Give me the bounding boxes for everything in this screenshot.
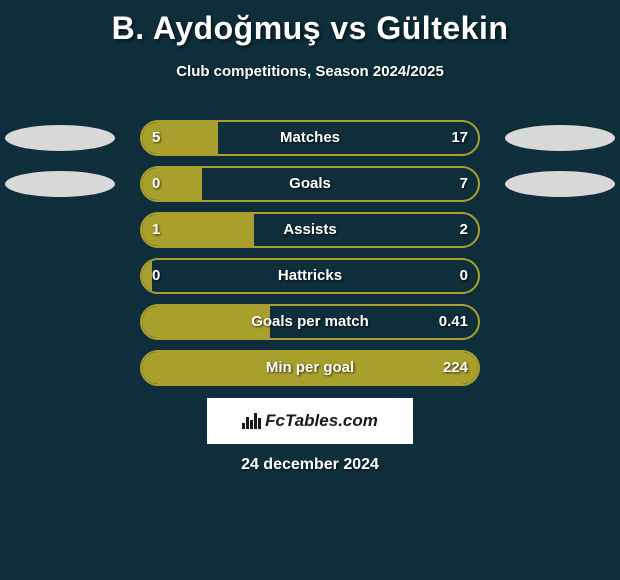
page-subtitle: Club competitions, Season 2024/2025 (0, 63, 620, 80)
player-oval-left (5, 171, 115, 197)
stat-label: Matches (140, 120, 480, 156)
stat-label: Hattricks (140, 258, 480, 294)
stat-row: 224Min per goal (0, 350, 620, 396)
stat-row: 12Assists (0, 212, 620, 258)
stat-label: Goals per match (140, 304, 480, 340)
stat-label: Goals (140, 166, 480, 202)
page-title: B. Aydoğmuş vs Gültekin (0, 0, 620, 47)
stat-label: Min per goal (140, 350, 480, 386)
stat-row: 0.41Goals per match (0, 304, 620, 350)
player-oval-right (505, 125, 615, 151)
date-label: 24 december 2024 (0, 456, 620, 474)
source-badge: FcTables.com (207, 398, 413, 444)
player-oval-left (5, 125, 115, 151)
badge-text: FcTables.com (265, 411, 378, 431)
player-oval-right (505, 171, 615, 197)
stat-row: 07Goals (0, 166, 620, 212)
stat-label: Assists (140, 212, 480, 248)
stat-row: 517Matches (0, 120, 620, 166)
bars-icon (242, 413, 261, 429)
stats-container: 517Matches07Goals12Assists00Hattricks0.4… (0, 120, 620, 396)
stat-row: 00Hattricks (0, 258, 620, 304)
